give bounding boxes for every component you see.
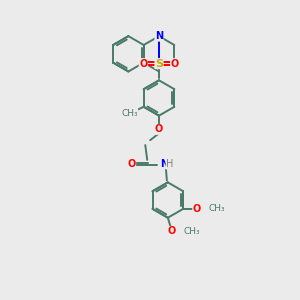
Text: CH₃: CH₃: [184, 227, 200, 236]
Text: N: N: [155, 31, 163, 41]
Text: H: H: [166, 159, 173, 169]
Text: CH₃: CH₃: [121, 109, 138, 118]
Text: N: N: [160, 159, 168, 169]
Text: O: O: [128, 159, 136, 169]
Text: O: O: [193, 204, 201, 214]
Text: S: S: [155, 58, 163, 69]
Text: O: O: [171, 58, 179, 69]
Text: O: O: [168, 226, 176, 236]
Text: O: O: [139, 58, 147, 69]
Text: CH₃: CH₃: [209, 204, 225, 213]
Text: O: O: [155, 124, 163, 134]
